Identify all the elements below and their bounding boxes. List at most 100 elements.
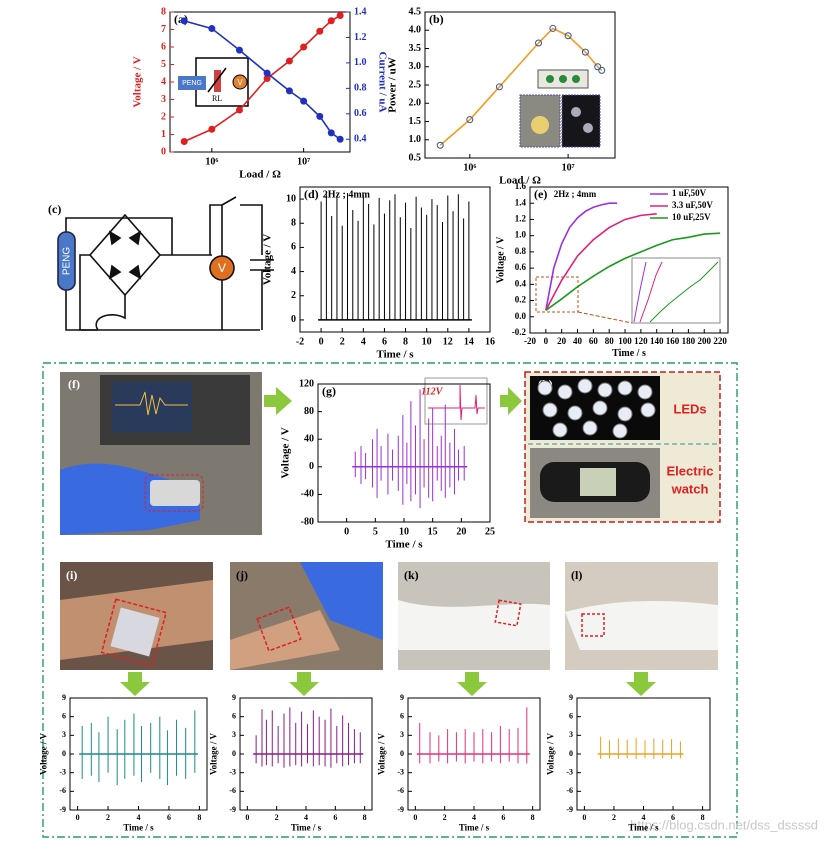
diode [108, 230, 142, 280]
y-tick-label: 1.0 [515, 230, 527, 240]
x-tick-label: 25 [485, 526, 495, 537]
annotation: 112V [421, 386, 443, 397]
point [336, 12, 344, 19]
x-tick-label: 0 [245, 813, 249, 822]
y-tick-label: 0 [569, 749, 573, 758]
wire [95, 295, 126, 331]
x-tick-label: 2 [443, 813, 447, 822]
frame [42, 362, 738, 838]
y-axis-title: Voltage / V [208, 733, 218, 776]
annotation: 2Hz ; 4mm [554, 189, 597, 199]
y-tick-label: -80 [301, 516, 314, 527]
inset-photo [519, 69, 601, 148]
x-tick-label: 10 [422, 336, 432, 347]
zoom-trace [428, 384, 485, 421]
y-tick-label: 120 [299, 378, 314, 389]
x-axis-title: Time / s [123, 822, 154, 832]
panel-label: (c) [48, 202, 61, 216]
point [436, 141, 444, 149]
x-tick-label: 40 [573, 336, 583, 346]
y-tick-label: 6 [569, 711, 573, 720]
zoom-trace [639, 261, 663, 323]
x-tick-label: 8 [197, 813, 201, 822]
led [577, 378, 593, 394]
y-tick-label: 1.6 [515, 181, 527, 191]
y-tick-label: 7 [161, 24, 166, 35]
x-axis-title: Time / s [459, 822, 490, 832]
led [617, 406, 633, 422]
x-tick-label: 60 [589, 336, 599, 346]
y-tick-label: 2 [161, 111, 166, 122]
point [466, 116, 474, 124]
peng-text: PENG [62, 247, 73, 276]
x-tick-label: 6 [167, 813, 171, 822]
x-tick-label: 8 [701, 813, 705, 822]
y2-tick-label: 1.4 [354, 6, 367, 17]
wire [240, 204, 263, 255]
annotation: 2Hz ; 4mm [323, 189, 371, 200]
y2-tick-label: 1.0 [354, 57, 367, 68]
x-tick-label: 0 [344, 526, 349, 537]
y-tick-label: -6 [397, 786, 404, 795]
point [316, 27, 324, 35]
y-tick-label: 9 [62, 693, 66, 702]
wire [79, 254, 260, 331]
photo-k: (k) [398, 562, 550, 670]
x-tick-label: -2 [296, 336, 304, 347]
point [285, 87, 293, 95]
y-tick-label: 4 [291, 266, 296, 277]
y2-axis-title: Current / uA [376, 52, 388, 113]
y-tick-label: 2.0 [409, 98, 422, 109]
x-tick-label: 2 [612, 813, 616, 822]
y-tick-label: 1.0 [409, 134, 422, 145]
y-axis-title: Voltage / V [132, 56, 144, 107]
led [557, 384, 573, 400]
x-tick-label: 0 [76, 813, 80, 822]
x-tick-label: 80 [605, 336, 615, 346]
y-tick-label: -40 [301, 489, 314, 500]
led [572, 75, 580, 83]
x-tick-label: 2 [275, 813, 279, 822]
y-tick-label: 10 [286, 193, 296, 204]
y-tick-label: -6 [59, 786, 66, 795]
y-tick-label: -9 [59, 805, 66, 814]
series-line [184, 20, 341, 140]
point [495, 83, 503, 91]
x-tick-label: 14 [464, 336, 474, 347]
x-tick-label: 4 [304, 813, 308, 822]
y-tick-label: -3 [566, 767, 573, 776]
sock [398, 600, 550, 650]
meter [232, 74, 248, 90]
y-tick-label: 4 [161, 76, 166, 87]
x-tick-label: 0 [319, 336, 324, 347]
y-tick-label: 0.2 [515, 295, 527, 305]
y-axis-title: Voltage / V [495, 236, 506, 283]
highlight [100, 598, 168, 667]
y-tick-label: 0.4 [515, 278, 527, 288]
led [592, 400, 608, 416]
x-tick-label: 5 [373, 526, 378, 537]
switch [221, 196, 237, 206]
series-line [545, 232, 721, 311]
y-tick-label: -9 [229, 805, 236, 814]
led-array [537, 378, 656, 439]
x-tick-label: 10⁷ [562, 162, 575, 173]
point [327, 17, 335, 25]
watch-display [580, 468, 616, 496]
meter-text: V [218, 261, 226, 275]
led [582, 420, 598, 436]
arm [230, 610, 340, 670]
x-axis-title: Time / s [385, 539, 423, 551]
panel-label: (i) [66, 568, 77, 582]
point [598, 66, 606, 74]
y-tick-label: 3 [569, 730, 573, 739]
x-tick-label: 10⁷ [297, 156, 310, 167]
circuit-c: (c) [48, 196, 274, 331]
y-tick-label: -3 [397, 767, 404, 776]
wire [209, 204, 222, 255]
point [300, 43, 308, 51]
x-tick-label: 8 [363, 813, 367, 822]
arrow [120, 672, 150, 696]
x-tick-label: 120 [634, 336, 648, 346]
highlight [494, 599, 522, 627]
